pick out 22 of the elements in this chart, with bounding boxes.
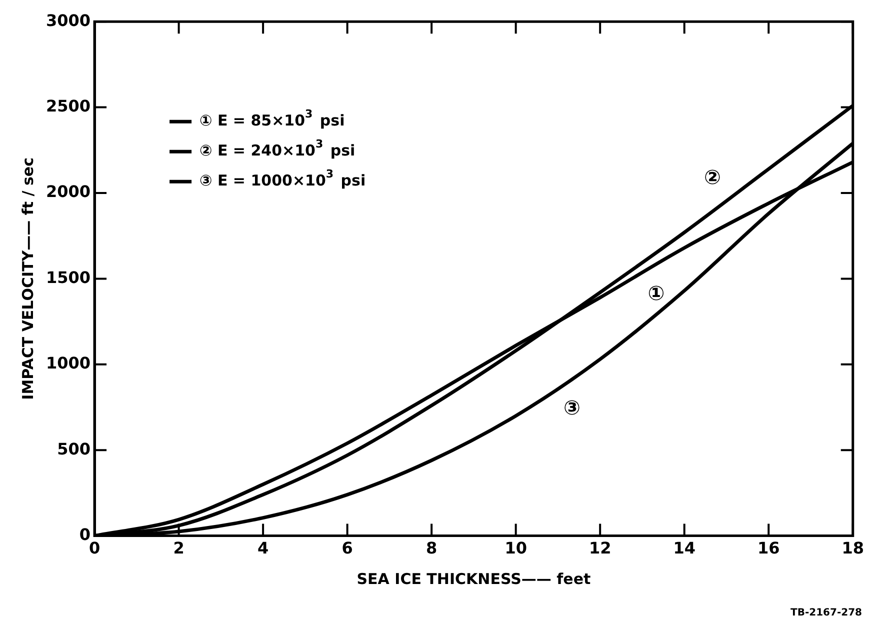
- x-tick-label: 8: [426, 538, 438, 558]
- y-tick-label: 1000: [46, 354, 91, 373]
- y-tick-label: 0: [79, 524, 91, 544]
- x-tick-label: 6: [342, 538, 353, 558]
- x-tick-label: 2: [173, 538, 184, 558]
- x-tick-label: 18: [842, 538, 864, 558]
- y-axis-title: IMPACT VELOCITY—— ft / sec: [18, 158, 37, 400]
- text: TB-2167-278: [790, 608, 862, 619]
- y-tick-label: 2500: [46, 96, 91, 116]
- y-tick-label: 500: [57, 439, 91, 458]
- annotation: ①: [648, 280, 665, 305]
- x-tick-label: 14: [673, 538, 696, 558]
- x-tick-label: 16: [757, 538, 780, 558]
- annotation: ②: [704, 164, 721, 189]
- x-tick-label: 4: [257, 538, 269, 558]
- y-tick-label: 3000: [46, 10, 91, 30]
- y-tick-label: 1500: [46, 268, 91, 287]
- y-tick-label: 2000: [46, 182, 91, 202]
- x-tick-label: 10: [504, 538, 527, 558]
- x-axis-title: SEA ICE THICKNESS—— feet: [356, 570, 591, 588]
- x-tick-label: 12: [588, 538, 612, 558]
- annotation: ③: [563, 396, 580, 420]
